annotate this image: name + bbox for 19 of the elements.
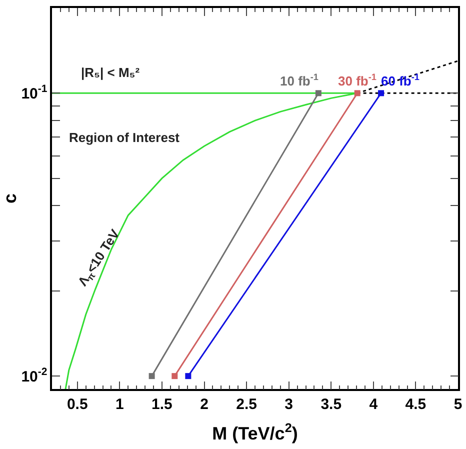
x-tick-label: 2 (200, 396, 208, 413)
y-axis-title: c (0, 193, 20, 204)
series-label: 60 fb$^{-1}$ (381, 72, 420, 88)
annotation: Region of Interest (69, 130, 180, 145)
x-tick-label: 1 (116, 396, 124, 413)
y-tick-label: 10$^{-2}$ (21, 366, 48, 386)
x-tick-label: 0.5 (66, 396, 88, 413)
x-tick-label: 2.5 (236, 396, 257, 413)
x-tick-label: 1.5 (152, 396, 172, 413)
x-tick-label: 5 (454, 396, 462, 413)
x-tick-label: 3 (284, 396, 293, 413)
x-tick-label: 3.5 (320, 396, 342, 413)
x-tick-label: 4.5 (405, 396, 426, 413)
series-label: 30 fb$^{-1}$ (338, 72, 376, 88)
y-tick-label: 10$^{-1}$ (21, 83, 48, 102)
series-label: 10 fb$^{-1}$ (280, 72, 318, 88)
x-axis-title: M (TeV/c$^{2}$) (212, 420, 298, 444)
annotation: |R₅| < M₅² (81, 65, 140, 80)
x-tick-label: 4 (369, 396, 378, 413)
